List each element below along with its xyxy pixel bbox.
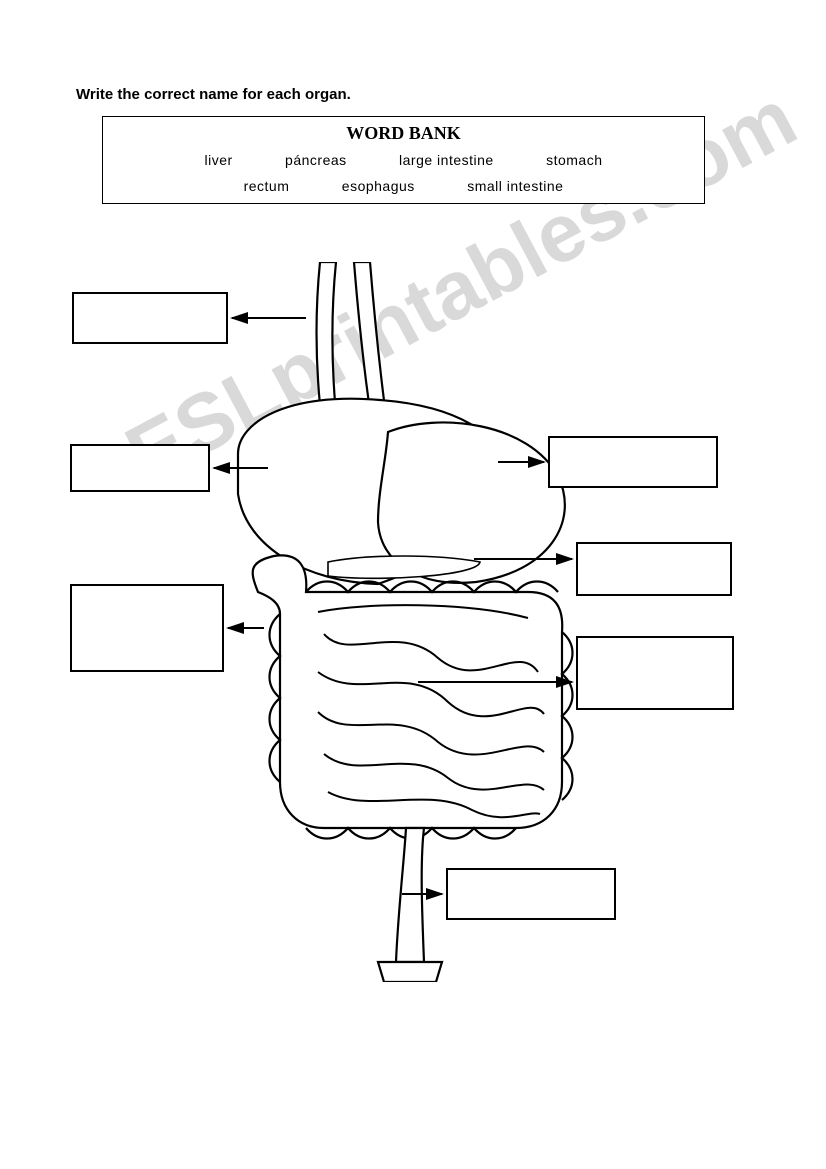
arrows-layer: [0, 0, 826, 1169]
